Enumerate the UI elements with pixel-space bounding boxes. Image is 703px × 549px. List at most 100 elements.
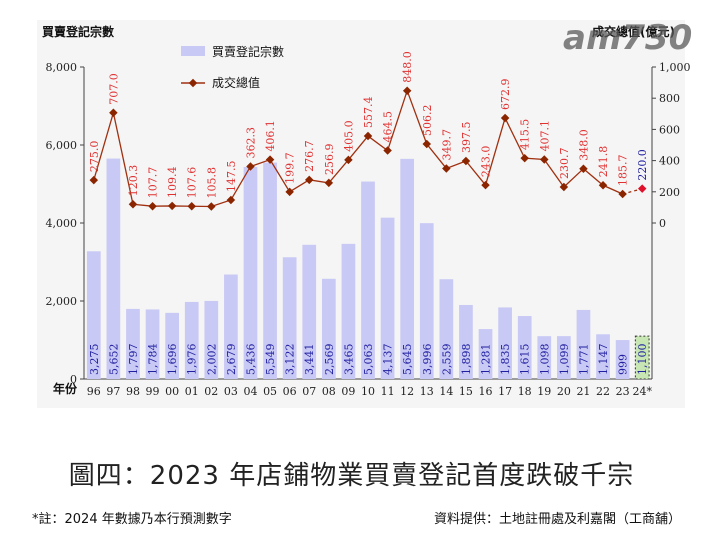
line-value-label: 109.4: [166, 166, 179, 198]
bar: [557, 336, 571, 379]
bar: [204, 300, 219, 379]
bar: [86, 251, 101, 379]
bar: [537, 336, 552, 379]
x-tick-label: 05: [263, 385, 277, 398]
line-value-label: 557.4: [362, 97, 375, 129]
line-value-label: 243.0: [480, 146, 493, 177]
value-marker: [148, 201, 157, 211]
bar-value-label: 3,996: [421, 344, 434, 376]
legend-bar-swatch: [181, 46, 205, 56]
value-marker: [187, 201, 196, 211]
bar: [380, 217, 395, 379]
figure-caption: 圖四：2023 年店鋪物業買賣登記首度跌破千宗: [68, 461, 635, 491]
line-value-label: 464.5: [382, 111, 395, 143]
x-tick-label: 02: [204, 385, 218, 398]
bar: [596, 334, 610, 379]
bar: [302, 244, 317, 379]
value-marker: [500, 113, 510, 123]
right-tick-label: 800: [659, 92, 680, 105]
x-tick-label: 99: [146, 385, 160, 398]
line-value-label: 107.7: [147, 167, 160, 199]
value-marker: [344, 155, 353, 165]
bar: [361, 181, 375, 379]
left-tick-label: 4,000: [46, 217, 78, 230]
bar: [282, 257, 297, 379]
x-tick-label: 16: [479, 385, 493, 398]
bar-value-label: 1,835: [499, 344, 512, 376]
x-tick-label: 96: [87, 385, 101, 398]
left-tick-label: 6,000: [46, 139, 78, 152]
x-tick-label: 01: [185, 385, 199, 398]
bar-labels: 3,275 5,652 1,797 1,784 1,696 1,976 2,002 2,679…: [88, 344, 649, 376]
line-value-label: 107.6: [186, 167, 199, 199]
bar: [184, 301, 199, 379]
line-series: [89, 86, 647, 211]
line-value-label: 405.0: [342, 120, 355, 152]
x-tick-label: 14: [439, 385, 453, 398]
bar-value-label: 5,549: [264, 344, 277, 376]
value-marker: [167, 201, 177, 211]
legend-line-label: 成交總值: [212, 75, 260, 90]
value-marker: [304, 175, 314, 185]
line-value-label: 105.8: [205, 167, 218, 199]
value-marker: [246, 162, 255, 171]
left-tick-label: 2,000: [46, 295, 78, 308]
bar-value-label: 1,797: [127, 344, 140, 376]
bar-value-label: 1,099: [558, 344, 571, 376]
x-tick-label: 04: [243, 385, 257, 398]
right-tick-label: 400: [659, 155, 680, 168]
line-value-label: 348.0: [577, 129, 590, 161]
value-line: [93, 88, 623, 208]
x-tick-label: 00: [165, 385, 179, 398]
bar: [126, 308, 140, 379]
line-labels: 275.0 707.0 120.3 107.7 109.4 107.6 105.8 147.5…: [88, 51, 649, 198]
bar-value-label: 1,771: [577, 344, 590, 376]
bar: [400, 158, 415, 379]
line-value-label: 848.0: [401, 51, 414, 83]
legend: 買賣登記宗數 成交總值: [181, 44, 284, 90]
bar: [224, 274, 238, 379]
watermark-logo: am730: [563, 18, 693, 58]
x-tick-label: 17: [498, 385, 512, 398]
right-tick-label: 600: [659, 123, 680, 136]
bar-value-label: 2,002: [205, 344, 218, 376]
line-value-label: 256.9: [323, 143, 336, 175]
bar-value-label: 3,465: [342, 344, 355, 376]
bar: [439, 279, 454, 379]
bar: [243, 166, 258, 379]
bar-value-label: 5,652: [107, 344, 120, 376]
line-value-label: 276.7: [303, 140, 316, 172]
bar: [615, 340, 630, 379]
x-tick-label: 11: [381, 385, 395, 398]
x-tick-label: 23: [616, 385, 630, 398]
line-value-label: 406.1: [264, 120, 277, 152]
x-tick-label: 20: [557, 385, 571, 398]
bar-value-label: 2,559: [440, 344, 453, 376]
bar-value-label: 5,063: [362, 344, 375, 376]
bar: [106, 158, 121, 379]
line-value-label: 415.5: [519, 119, 532, 151]
bar-value-label: 5,436: [244, 344, 257, 376]
value-marker: [324, 178, 334, 188]
bar: [517, 316, 532, 379]
x-tick-label: 08: [322, 385, 336, 398]
x-tick-label: 07: [302, 385, 316, 398]
x-tick-label: 21: [576, 385, 590, 398]
bar-value-label: 1,147: [597, 344, 610, 376]
x-tick-label: 24*: [632, 385, 652, 398]
line-value-label: 506.2: [421, 105, 434, 137]
line-value-label: 362.3: [244, 127, 257, 159]
line-value-label: 147.5: [225, 160, 238, 192]
line-value-label: 185.7: [617, 155, 630, 187]
bar: [419, 223, 434, 379]
bar-value-label: 999: [617, 354, 630, 375]
x-tick-label: 10: [361, 385, 375, 398]
x-tick-label: 06: [283, 385, 297, 398]
bar: [145, 309, 160, 379]
left-tick-label: 8,000: [46, 61, 78, 74]
x-tick-label: 22: [596, 385, 610, 398]
bar-value-label: 1,100: [636, 344, 649, 376]
value-marker: [363, 131, 373, 141]
left-tick-label: 0: [70, 373, 77, 386]
line-value-label: 199.7: [284, 152, 297, 184]
